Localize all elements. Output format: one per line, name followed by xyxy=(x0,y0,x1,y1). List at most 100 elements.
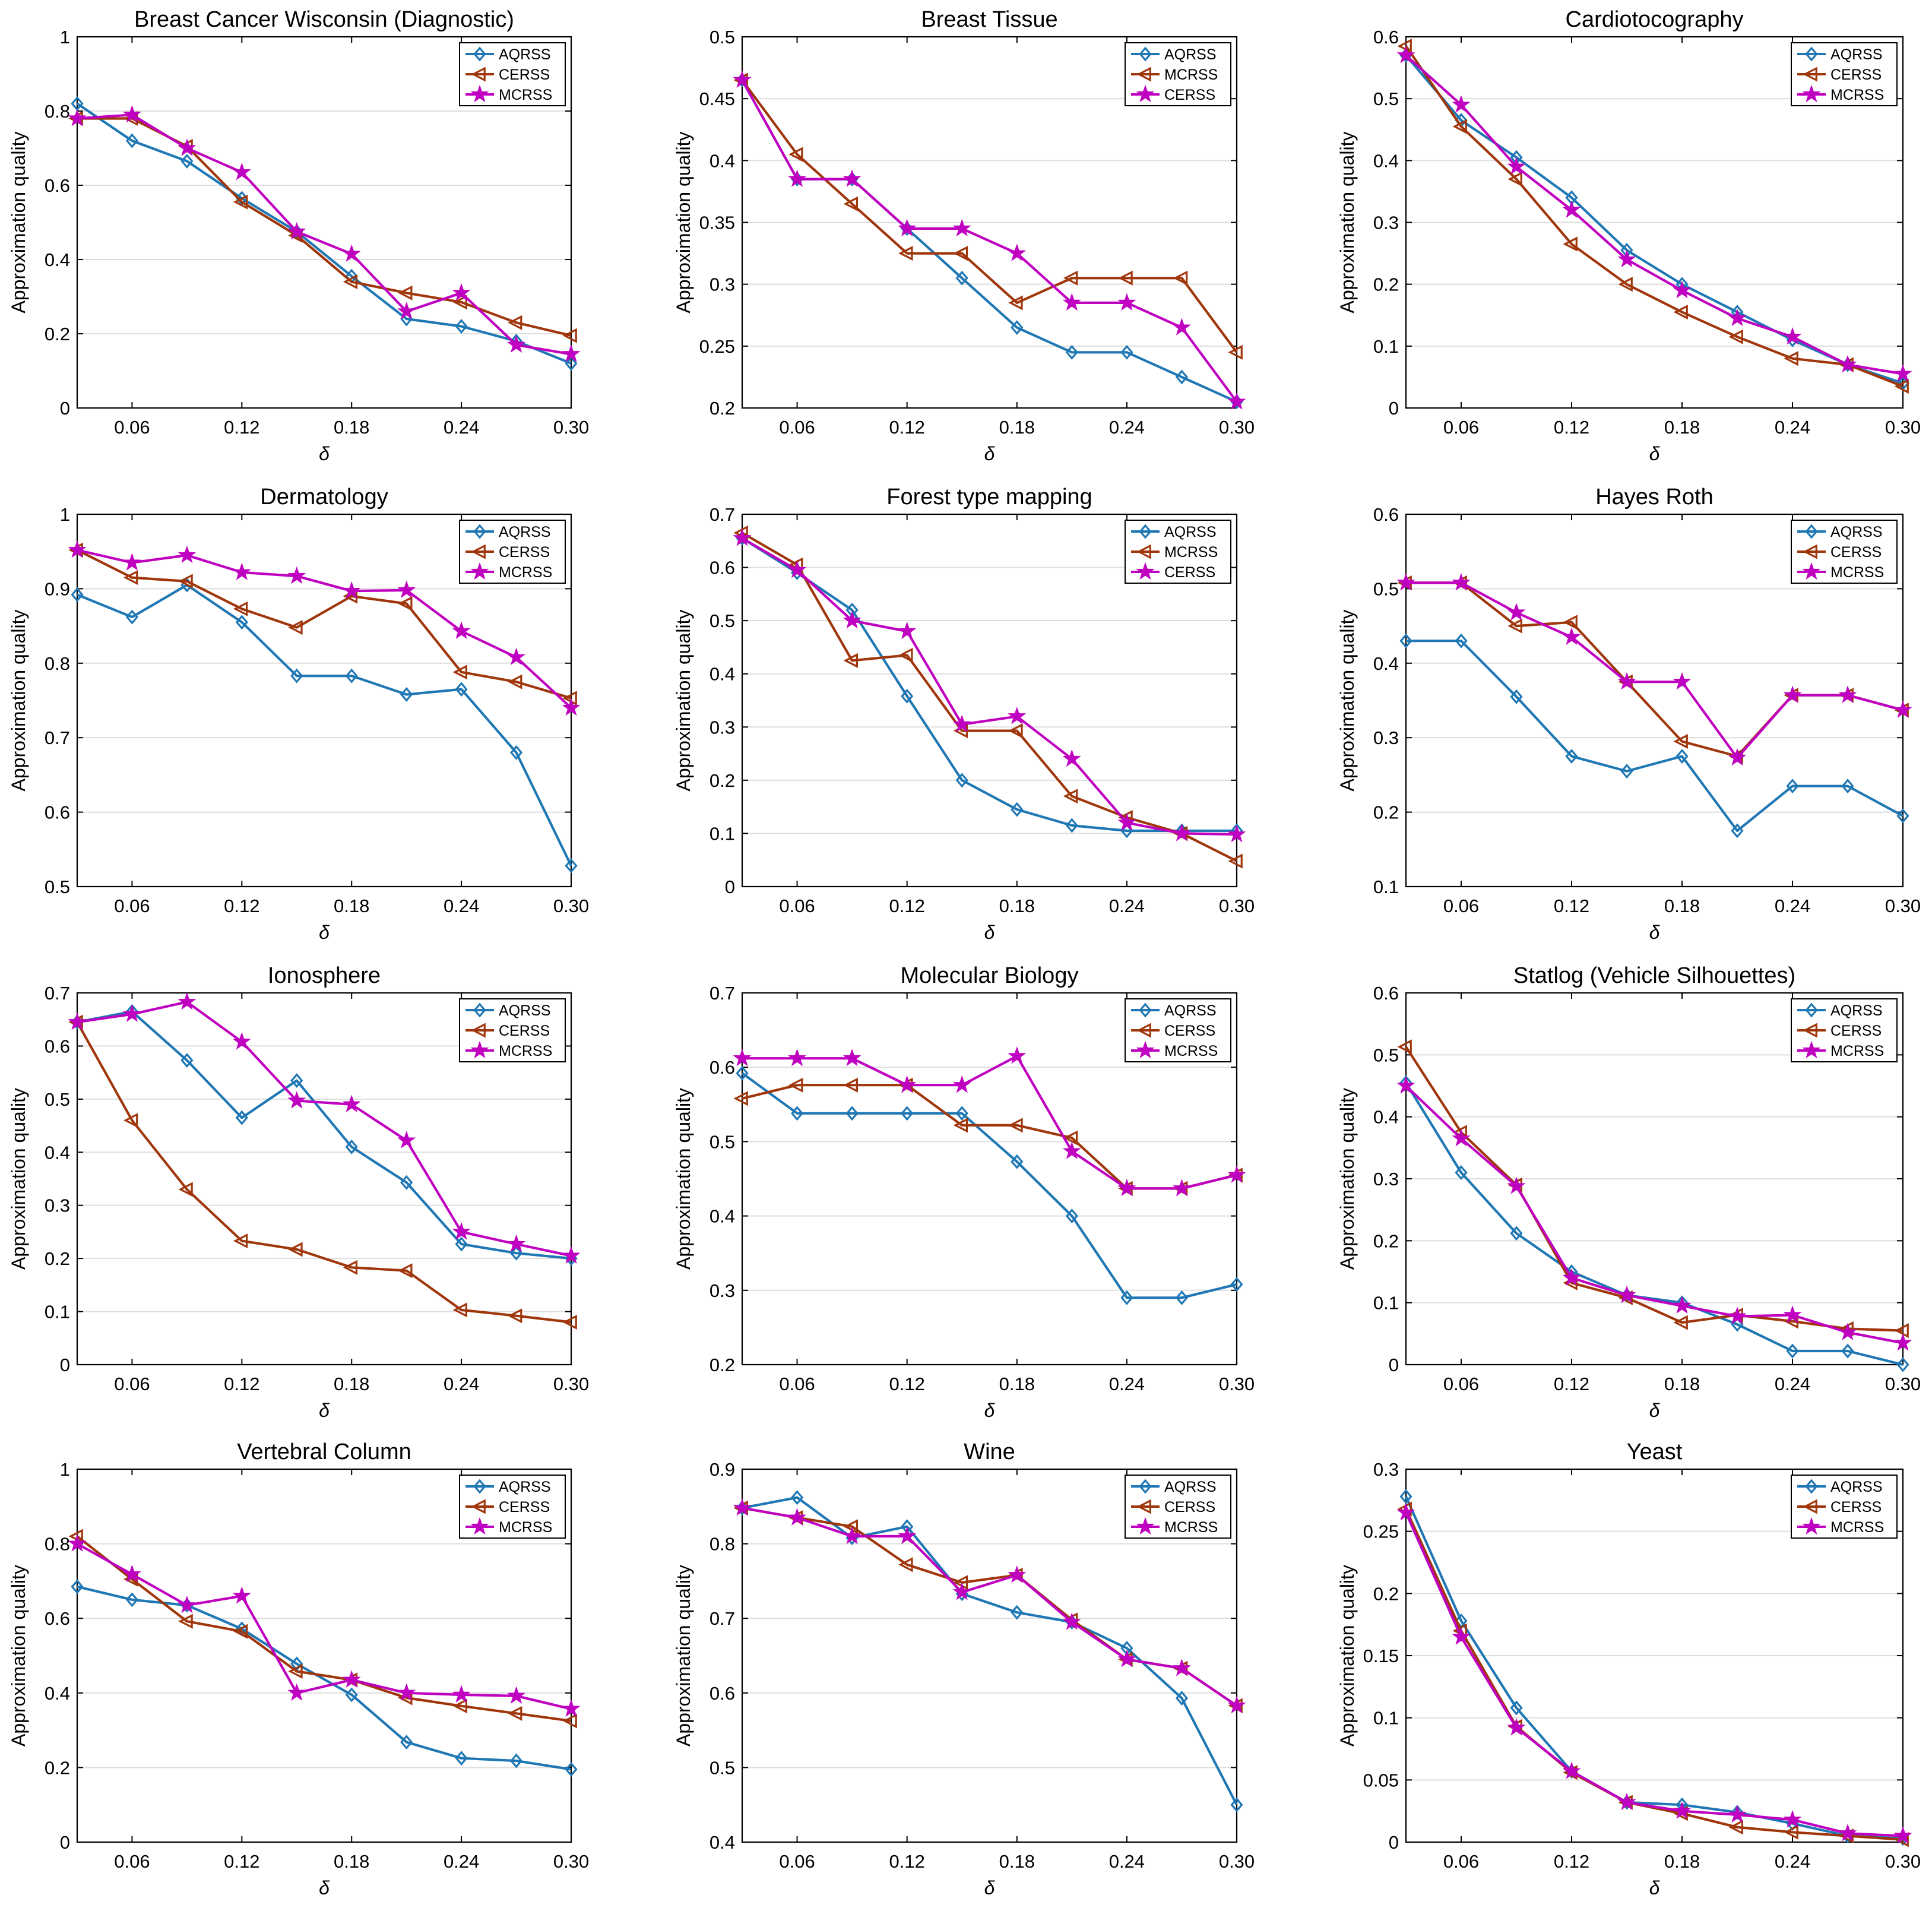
y-tick-label: 0.9 xyxy=(45,578,70,599)
data-point-cerss xyxy=(733,1091,748,1106)
legend-marker xyxy=(1136,544,1151,559)
data-point-cerss xyxy=(508,1706,522,1721)
data-point-aqrss xyxy=(1065,344,1078,360)
y-tick-label: 0.4 xyxy=(1373,653,1399,674)
series-line-mcrss xyxy=(1406,581,1904,760)
data-point-aqrss xyxy=(400,686,413,702)
data-point-cerss xyxy=(233,1233,248,1249)
y-tick-label: 0.15 xyxy=(1363,1646,1399,1666)
data-point-aqrss xyxy=(180,1053,194,1068)
data-point-mcrss xyxy=(1507,157,1526,175)
y-tick-label: 0.2 xyxy=(1373,274,1399,295)
chart-title: Dermatology xyxy=(260,485,388,510)
legend-label: AQRSS xyxy=(499,1479,551,1495)
legend: AQRSS CERSS MCRSS xyxy=(1125,1475,1231,1539)
series-line-aqrss xyxy=(1405,54,1904,385)
y-tick-label: 0 xyxy=(1389,1832,1399,1853)
chart-title: Ionosphere xyxy=(268,963,381,988)
data-point-mcrss xyxy=(1893,700,1912,718)
data-point-aqrss xyxy=(455,682,468,697)
legend-marker xyxy=(1805,46,1818,62)
chart-panel: 0 0.1 0.2 0.3 0.4 0.5 0.6 0.06 0.12 0.18 0.24 0.30 C… xyxy=(1336,7,1921,464)
data-point-mcrss xyxy=(1838,685,1857,703)
data-point-mcrss xyxy=(1396,1076,1415,1094)
legend-marker xyxy=(473,46,486,62)
series-line-mcrss xyxy=(741,531,1237,862)
data-point-mcrss xyxy=(1673,280,1692,299)
x-tick-label: 0.18 xyxy=(1664,896,1700,916)
series-line-aqrss xyxy=(77,583,572,866)
y-tick-label: 0.6 xyxy=(45,1036,70,1056)
legend-label: AQRSS xyxy=(1164,46,1217,63)
data-point-aqrss xyxy=(955,1106,968,1121)
data-point-cerss xyxy=(398,1263,413,1279)
data-point-aqrss xyxy=(509,1753,523,1768)
x-tick-label: 0.24 xyxy=(444,1374,479,1394)
x-tick-label: 0.12 xyxy=(1554,1851,1589,1872)
data-point-cerss xyxy=(1728,1820,1743,1835)
y-tick-label: 0.7 xyxy=(45,983,70,1004)
y-tick-label: 1 xyxy=(60,504,70,525)
y-tick-label: 0.6 xyxy=(710,1057,735,1078)
data-point-mcrss xyxy=(733,1498,752,1516)
legend-label: CERSS xyxy=(499,1023,550,1039)
data-point-mcrss xyxy=(1452,1128,1471,1147)
x-tick-label: 0.18 xyxy=(999,1374,1035,1394)
x-tick-label: 0.30 xyxy=(1885,417,1921,438)
data-point-aqrss xyxy=(455,1751,468,1766)
y-tick-label: 0.05 xyxy=(1363,1770,1399,1790)
chart-title: Wine xyxy=(964,1439,1015,1464)
data-point-cerss xyxy=(508,674,522,689)
data-point-mcrss xyxy=(1673,1801,1692,1819)
data-point-aqrss xyxy=(125,133,139,148)
data-point-mcrss xyxy=(1562,1761,1581,1779)
legend-label: CERSS xyxy=(1164,87,1215,103)
x-tick-label: 0.24 xyxy=(444,1851,479,1872)
data-point-aqrss xyxy=(1399,633,1412,648)
data-point-cerss xyxy=(898,621,917,640)
chart-title: Yeast xyxy=(1627,1439,1683,1464)
y-tick-label: 0.1 xyxy=(1373,877,1399,897)
legend-marker xyxy=(471,67,486,82)
legend-marker xyxy=(1136,562,1155,580)
series-line-cerss xyxy=(1406,581,1904,758)
y-axis-label: Approximation quality xyxy=(8,1088,29,1270)
data-point-cerss xyxy=(288,1242,303,1257)
chart-panel: 0 0.1 0.2 0.3 0.4 0.5 0.6 0.7 0.06 0.12 0.18 0.24 0.… xyxy=(673,485,1255,943)
y-axis-label: Approximation quality xyxy=(673,132,694,314)
data-point-aqrss xyxy=(180,153,194,169)
y-tick-label: 0.3 xyxy=(1373,1169,1399,1189)
data-point-mcrss xyxy=(397,1683,416,1701)
data-point-mcrss xyxy=(1617,249,1636,268)
series-line-mcrss xyxy=(77,549,572,709)
data-point-aqrss xyxy=(790,1106,804,1121)
x-tick-label: 0.12 xyxy=(889,1374,924,1394)
chart-panel: 0 0.1 0.2 0.3 0.4 0.5 0.6 0.7 0.06 0.12 0.18 0.24 0.… xyxy=(8,963,589,1421)
data-point-mcrss xyxy=(1562,627,1581,646)
x-tick-label: 0.30 xyxy=(1885,896,1921,916)
x-tick-label: 0.30 xyxy=(1885,1851,1921,1872)
legend-label: AQRSS xyxy=(499,46,551,63)
x-tick-label: 0.12 xyxy=(889,417,924,438)
data-point-aqrss xyxy=(1011,320,1024,336)
series-line-aqrss xyxy=(742,1496,1238,1806)
x-tick-label: 0.12 xyxy=(224,1851,259,1872)
legend: AQRSS CERSS MCRSS xyxy=(1791,1475,1898,1539)
x-tick-label: 0.30 xyxy=(553,417,589,438)
data-point-mcrss xyxy=(122,1564,141,1583)
data-point-mcrss xyxy=(1728,1306,1747,1324)
x-tick-label: 0.24 xyxy=(1775,896,1810,916)
legend-marker xyxy=(1136,1517,1155,1535)
legend-marker xyxy=(1803,1499,1817,1514)
y-tick-label: 0.3 xyxy=(1373,213,1399,233)
data-point-aqrss xyxy=(845,1106,859,1121)
data-point-aqrss xyxy=(1175,1691,1189,1706)
y-tick-label: 0.4 xyxy=(1373,150,1399,171)
series-line-mcrss xyxy=(741,79,1238,353)
y-tick-label: 0.5 xyxy=(45,1089,70,1110)
data-point-aqrss xyxy=(455,319,468,334)
data-point-cerss xyxy=(952,714,971,732)
data-point-cerss xyxy=(952,219,971,237)
y-tick-label: 0.2 xyxy=(710,398,735,419)
series-line-aqrss xyxy=(76,102,572,365)
